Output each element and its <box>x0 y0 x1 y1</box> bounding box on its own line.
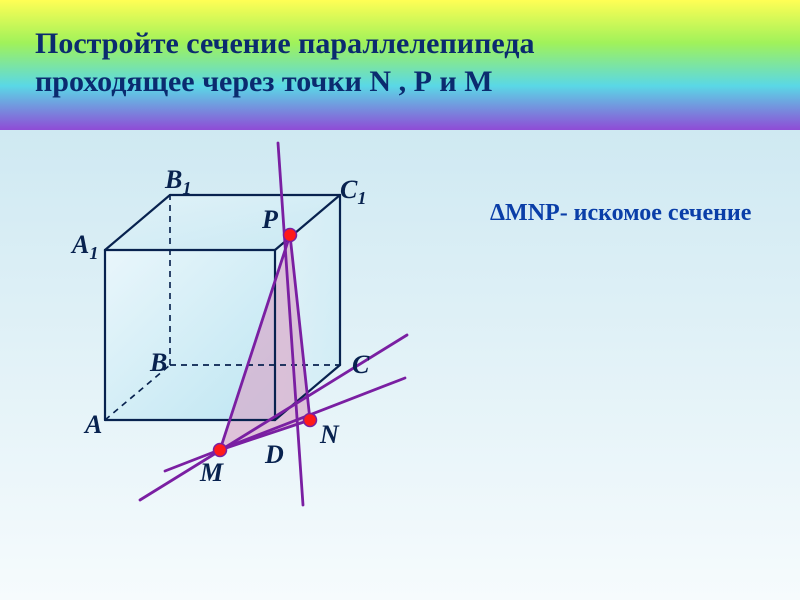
label-D: D <box>265 440 284 470</box>
label-P: P <box>262 205 278 235</box>
label-B: B <box>150 348 167 378</box>
label-M: M <box>200 458 223 488</box>
slide-stage: Постройте сечение параллелепипеда проход… <box>0 0 800 600</box>
label-N: N <box>320 420 339 450</box>
point-M <box>214 444 227 457</box>
point-N <box>304 414 317 427</box>
label-B1: B1 <box>165 165 191 199</box>
label-A: A <box>85 410 102 440</box>
parallelepiped-diagram <box>0 0 800 600</box>
label-C1: C1 <box>340 175 366 209</box>
point-P <box>284 229 297 242</box>
label-A1: A1 <box>72 230 98 264</box>
label-C: C <box>352 350 369 380</box>
